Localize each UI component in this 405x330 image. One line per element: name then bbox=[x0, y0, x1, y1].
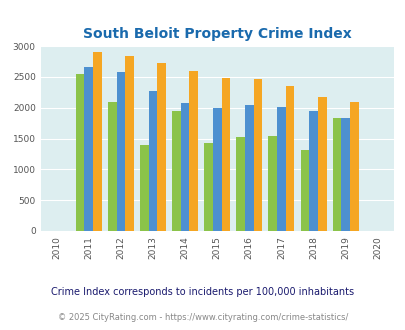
Bar bbox=[157, 63, 166, 231]
Bar bbox=[277, 107, 285, 231]
Bar bbox=[349, 102, 358, 231]
Bar bbox=[341, 118, 349, 231]
Bar bbox=[317, 97, 326, 231]
Text: Crime Index corresponds to incidents per 100,000 inhabitants: Crime Index corresponds to incidents per… bbox=[51, 287, 354, 297]
Bar bbox=[268, 136, 277, 231]
Bar bbox=[285, 85, 294, 231]
Bar bbox=[148, 91, 157, 231]
Bar bbox=[244, 105, 253, 231]
Bar bbox=[76, 74, 84, 231]
Bar bbox=[84, 67, 93, 231]
Bar bbox=[189, 71, 198, 231]
Bar bbox=[172, 111, 180, 231]
Bar bbox=[204, 143, 212, 231]
Bar bbox=[300, 150, 309, 231]
Bar bbox=[125, 56, 134, 231]
Text: © 2025 CityRating.com - https://www.cityrating.com/crime-statistics/: © 2025 CityRating.com - https://www.city… bbox=[58, 313, 347, 322]
Bar bbox=[212, 108, 221, 231]
Bar bbox=[140, 145, 148, 231]
Bar bbox=[332, 118, 341, 231]
Bar bbox=[116, 72, 125, 231]
Bar bbox=[93, 52, 102, 231]
Bar bbox=[236, 137, 244, 231]
Bar bbox=[253, 79, 262, 231]
Bar bbox=[180, 103, 189, 231]
Title: South Beloit Property Crime Index: South Beloit Property Crime Index bbox=[83, 27, 351, 41]
Bar bbox=[221, 78, 230, 231]
Bar bbox=[108, 102, 116, 231]
Bar bbox=[309, 112, 317, 231]
